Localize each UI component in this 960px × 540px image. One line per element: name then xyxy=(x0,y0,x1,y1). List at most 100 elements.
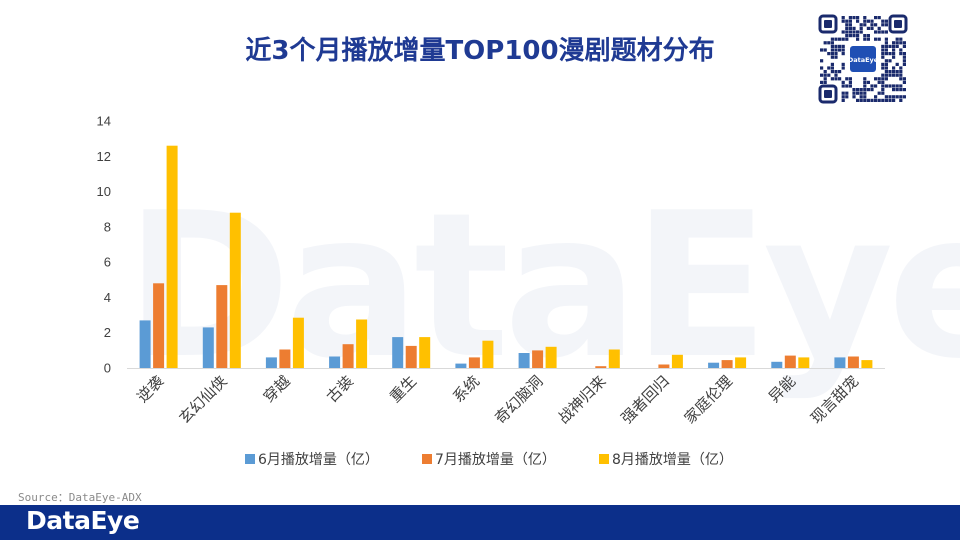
qr-module xyxy=(820,59,824,63)
footer-logo: DataEye xyxy=(26,506,140,535)
bar-3-2 xyxy=(229,212,241,368)
qr-module xyxy=(874,84,878,88)
qr-module xyxy=(899,70,903,74)
qr-module xyxy=(881,52,885,56)
y-tick-label: 4 xyxy=(104,290,111,305)
qr-module xyxy=(841,95,845,99)
qr-module xyxy=(823,48,827,52)
qr-module xyxy=(884,23,888,27)
qr-module xyxy=(888,98,892,102)
qr-module xyxy=(841,84,845,88)
qr-module xyxy=(884,37,888,41)
qr-module xyxy=(899,66,903,70)
qr-code: DataEye xyxy=(818,14,908,104)
qr-module xyxy=(863,91,867,95)
qr-module xyxy=(863,98,867,102)
bar-3-7 xyxy=(545,346,557,368)
bar-1-1 xyxy=(139,320,151,368)
qr-module xyxy=(830,44,834,48)
qr-module xyxy=(820,48,824,52)
y-axis: 0 2 4 6 8 10 12 14 xyxy=(97,114,111,376)
bar-1-4 xyxy=(329,356,341,368)
qr-module xyxy=(902,95,906,99)
qr-module xyxy=(848,80,852,84)
qr-module xyxy=(863,95,867,99)
qr-module xyxy=(870,26,874,30)
qr-module xyxy=(848,16,852,20)
bar-3-11 xyxy=(798,357,810,368)
qr-module xyxy=(848,26,852,30)
qr-module xyxy=(823,80,827,84)
qr-module xyxy=(877,30,881,34)
qr-module xyxy=(848,19,852,23)
qr-module xyxy=(834,55,838,59)
bar-1-12 xyxy=(834,357,846,368)
qr-module xyxy=(841,30,845,34)
qr-module xyxy=(902,41,906,45)
qr-module xyxy=(884,52,888,56)
qr-module xyxy=(841,80,845,84)
legend-swatch xyxy=(422,454,432,464)
qr-module xyxy=(863,37,867,41)
qr-module xyxy=(830,62,834,66)
qr-module xyxy=(830,48,834,52)
bar-3-8 xyxy=(608,349,620,368)
x-axis: 逆袭 玄幻仙侠 穿越 古装 重生 系统 奇幻脑洞 战神归来 强者回归 家庭伦理 异能 现言甜宠 xyxy=(133,372,862,427)
qr-module xyxy=(841,16,845,20)
x-tick-label: 奇幻脑洞 xyxy=(491,372,546,427)
qr-module xyxy=(902,88,906,92)
qr-module xyxy=(841,52,845,56)
qr-module xyxy=(888,70,892,74)
qr-module xyxy=(866,37,870,41)
qr-module xyxy=(884,59,888,63)
qr-module xyxy=(827,52,831,56)
qr-module xyxy=(895,41,899,45)
qr-module xyxy=(845,30,849,34)
qr-module xyxy=(892,52,896,56)
qr-module xyxy=(859,98,863,102)
y-tick-label: 6 xyxy=(104,255,111,270)
qr-module xyxy=(863,84,867,88)
qr-module xyxy=(834,73,838,77)
legend-swatch xyxy=(599,454,609,464)
qr-module xyxy=(902,52,906,56)
bar-1-11 xyxy=(771,361,783,368)
qr-module xyxy=(895,62,899,66)
qr-module xyxy=(892,66,896,70)
qr-module xyxy=(820,66,824,70)
qr-module xyxy=(892,98,896,102)
qr-module xyxy=(884,98,888,102)
qr-module xyxy=(859,30,863,34)
qr-module xyxy=(834,52,838,56)
bar-3-5 xyxy=(419,337,431,368)
qr-module xyxy=(845,34,849,38)
qr-module xyxy=(881,44,885,48)
qr-module xyxy=(830,77,834,81)
qr-module xyxy=(830,41,834,45)
bar-2-1 xyxy=(153,283,165,368)
bar-2-2 xyxy=(216,285,228,368)
qr-module xyxy=(881,48,885,52)
qr-module xyxy=(845,37,849,41)
qr-module xyxy=(838,77,842,81)
qr-module xyxy=(830,70,834,74)
qr-module xyxy=(848,30,852,34)
qr-module xyxy=(899,84,903,88)
qr-module xyxy=(884,77,888,81)
legend-swatch xyxy=(245,454,255,464)
qr-module xyxy=(892,48,896,52)
qr-module xyxy=(881,98,885,102)
qr-module xyxy=(888,44,892,48)
bars xyxy=(139,145,873,368)
qr-module xyxy=(892,84,896,88)
qr-module xyxy=(881,84,885,88)
qr-module xyxy=(820,80,824,84)
qr-module xyxy=(823,70,827,74)
qr-module xyxy=(902,59,906,63)
y-tick-label: 14 xyxy=(97,114,111,129)
qr-module xyxy=(845,19,849,23)
qr-module xyxy=(852,16,856,20)
qr-module xyxy=(845,26,849,30)
legend: 6月播放增量（亿） 7月播放增量（亿） 8月播放增量（亿） xyxy=(245,452,733,468)
